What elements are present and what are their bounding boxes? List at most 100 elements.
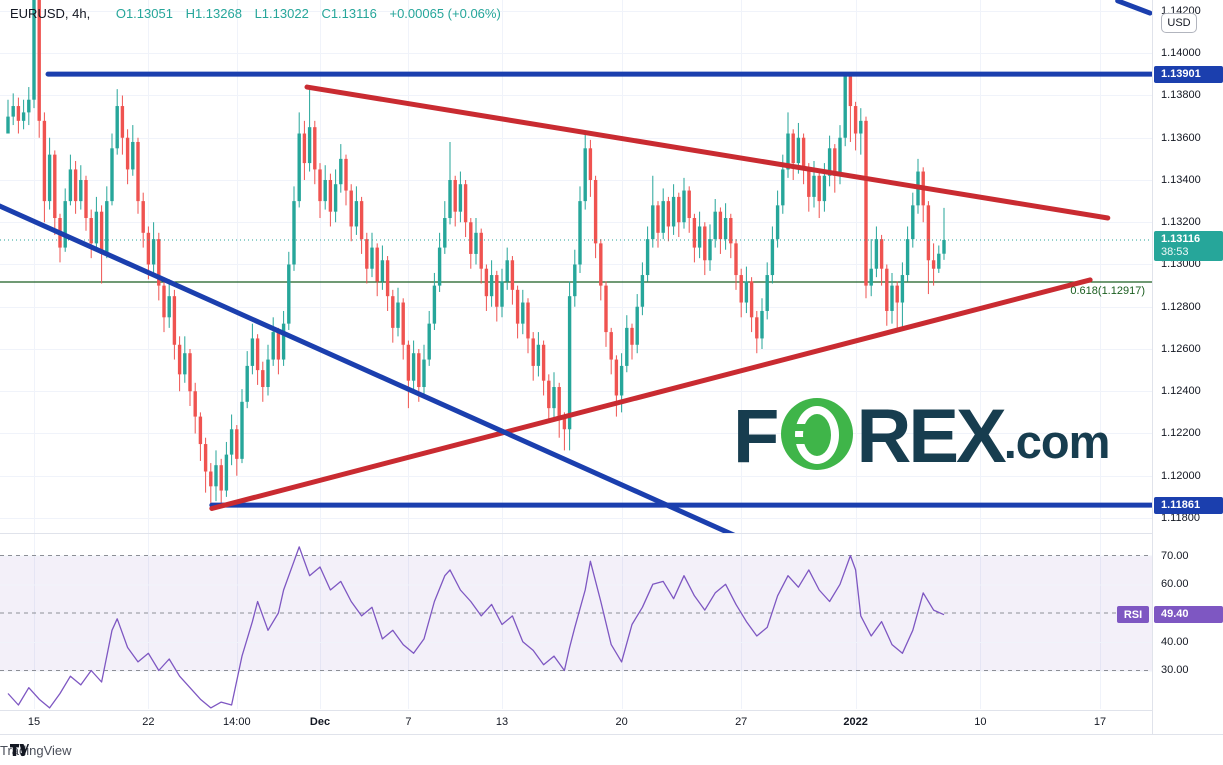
candle-body	[177, 344, 182, 375]
price-axis-label: 1.13400	[1161, 173, 1201, 186]
candle-body	[578, 201, 582, 265]
candle-body	[479, 232, 483, 269]
candle-body	[697, 226, 702, 248]
legend-symbol-interval[interactable]: EURUSD, 4h,	[10, 6, 91, 21]
pane-separator[interactable]	[0, 533, 1152, 534]
price-axis-label: 1.12200	[1161, 427, 1201, 440]
legend-change: +0.00065 (+0.06%)	[389, 6, 501, 21]
time-axis[interactable]: 15 22 14:00 Dec 7 13 20 27 2022 10 17	[0, 710, 1152, 735]
candle-body	[365, 239, 369, 269]
candle-body	[604, 285, 608, 333]
time-axis-label: Dec	[309, 716, 331, 728]
candle-body	[495, 275, 499, 307]
candle-body	[463, 184, 468, 223]
triangle-upper-line[interactable]	[304, 84, 1111, 221]
price-axis-label: 1.13800	[1161, 89, 1201, 102]
candle-body	[245, 365, 249, 402]
legend-open: O1.13051	[115, 6, 173, 21]
candle-body	[21, 112, 26, 121]
price-chart-canvas[interactable]	[0, 0, 1152, 533]
candle-body	[651, 205, 655, 240]
candle-body	[531, 338, 535, 366]
candle-body	[422, 359, 426, 388]
watermark-rex: REX	[856, 394, 1006, 480]
rsi-chart-canvas[interactable]	[0, 534, 1152, 709]
candle-body	[796, 137, 801, 164]
candle-body	[911, 205, 915, 240]
legend-low: L1.13022	[254, 6, 309, 21]
candle-body	[562, 416, 567, 430]
candle-body	[47, 154, 52, 202]
candle-body	[812, 175, 816, 197]
candle-body	[323, 179, 327, 202]
candle-body	[136, 141, 140, 202]
candle-body	[94, 211, 99, 244]
candle-body	[583, 148, 587, 202]
candle-body	[354, 201, 359, 227]
candle-body	[203, 444, 208, 472]
candle-body	[619, 365, 624, 396]
candle-body	[198, 416, 203, 445]
candle-body	[27, 99, 31, 113]
tradingview-logo-icon[interactable]	[10, 743, 29, 758]
downtrend-line[interactable]	[0, 203, 739, 533]
candle-body	[588, 148, 593, 180]
price-axis-label: 1.11800	[1161, 512, 1200, 524]
time-axis-label: 27	[735, 716, 748, 728]
candle-body	[261, 370, 265, 388]
candle-body	[723, 218, 728, 240]
candle-body	[718, 211, 723, 240]
rsi-axis-label: 60.00	[1161, 578, 1189, 591]
candle-body	[105, 201, 109, 254]
candle-body	[73, 169, 78, 202]
price-axis-label: 1.14000	[1161, 47, 1201, 60]
candle-body	[453, 179, 457, 212]
forex-watermark: F REX .com	[733, 394, 1110, 480]
triangle-lower-line[interactable]	[209, 277, 1093, 511]
candle-body	[900, 275, 905, 303]
candle-body	[853, 106, 858, 134]
candle-body	[661, 201, 665, 233]
candle-body	[146, 232, 151, 265]
candle-body	[401, 302, 405, 345]
candle-body	[630, 327, 634, 345]
candle-body	[765, 275, 769, 311]
legend-close: C1.13116	[321, 6, 377, 21]
candle-body	[666, 201, 671, 227]
price-axis-label: 1.12000	[1161, 469, 1201, 482]
candle-body	[833, 148, 837, 176]
bar-countdown: 38:53	[1161, 245, 1189, 258]
candle-body	[687, 190, 691, 219]
candle-body	[339, 158, 343, 185]
corner-line[interactable]	[1115, 0, 1152, 16]
candle-body	[255, 338, 260, 371]
price-axis-label: 1.12600	[1161, 342, 1201, 355]
watermark-f: F	[733, 394, 779, 480]
candle-body	[656, 205, 660, 233]
candle-body	[162, 285, 166, 318]
candle-body	[318, 169, 322, 202]
candle-body	[848, 76, 853, 107]
resistance-badge: 1.13901	[1154, 65, 1223, 83]
price-axis[interactable]: 1.14200 1.14000 1.13800 1.13600 1.13400 1.132…	[1152, 0, 1223, 734]
candle-body	[942, 239, 946, 254]
candle-body	[734, 243, 738, 276]
symbol-legend: EURUSD, 4h, O1.13051 H1.13268 L1.13022 C…	[10, 6, 510, 21]
candle-body	[110, 148, 114, 202]
candle-body	[6, 116, 10, 134]
rsi-line[interactable]	[7, 546, 945, 709]
candle-body	[183, 353, 187, 375]
candle-body	[281, 323, 286, 360]
candle-body	[224, 454, 229, 491]
rsi-axis-label: 40.00	[1161, 635, 1189, 648]
candle-body	[510, 260, 515, 290]
candle-body	[68, 169, 73, 202]
fib-level-label[interactable]: 0.618(1.12917)	[1070, 285, 1145, 298]
candle-body	[391, 296, 395, 328]
candle-body	[380, 260, 385, 282]
candle-body	[141, 201, 145, 233]
candle-body	[781, 169, 785, 206]
candle-body	[120, 106, 125, 138]
candle-body	[557, 387, 561, 417]
currency-toggle-button[interactable]: USD	[1161, 13, 1197, 33]
